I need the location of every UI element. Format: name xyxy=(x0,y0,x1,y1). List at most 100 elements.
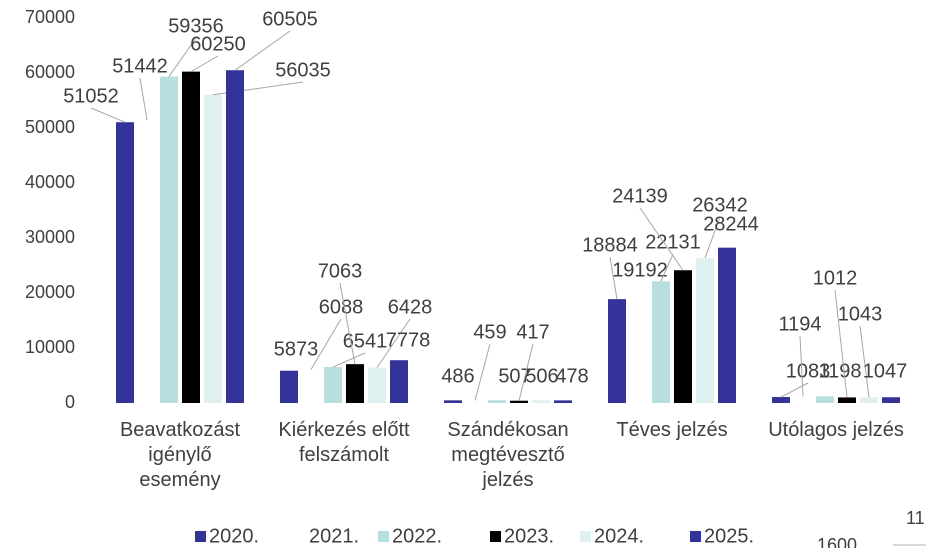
y-tick-label: 40000 xyxy=(25,172,75,192)
leader-line xyxy=(168,37,197,77)
y-tick-label: 0 xyxy=(65,392,75,412)
leader-line xyxy=(834,289,848,398)
y-tick-label: 50000 xyxy=(25,117,75,137)
legend-marker xyxy=(580,531,591,542)
bar xyxy=(182,71,200,403)
legend-label: 2022. xyxy=(392,525,442,547)
leader-line xyxy=(234,30,291,71)
leader-line xyxy=(190,55,219,73)
x-tick-label: Téves jelzés xyxy=(616,419,728,441)
bar xyxy=(554,400,572,403)
legend-marker xyxy=(195,531,206,542)
data-label: 1194 xyxy=(778,313,821,335)
data-label: 22131 xyxy=(645,231,701,253)
bar xyxy=(510,400,528,403)
leader-line xyxy=(780,382,809,398)
bar xyxy=(630,297,648,403)
bar xyxy=(466,400,484,403)
bar xyxy=(532,400,550,403)
data-label: 1043 xyxy=(838,303,883,325)
data-label: 6428 xyxy=(388,296,433,318)
clipped-text: 11 xyxy=(906,508,925,528)
data-label: 486 xyxy=(441,365,474,387)
leader-line xyxy=(859,325,870,398)
data-label: 51442 xyxy=(112,55,168,77)
x-tick-label: Beavatkozást igénylő esemény xyxy=(119,419,241,491)
bar xyxy=(302,369,320,403)
bar xyxy=(226,70,244,403)
legend-label: 2025. xyxy=(704,525,754,547)
leader-line xyxy=(310,318,342,370)
legend-label: 2021. xyxy=(309,525,359,547)
legend-label: 2024. xyxy=(594,525,644,547)
leader-line xyxy=(660,253,674,282)
bar xyxy=(718,247,736,403)
leader-line xyxy=(609,256,618,300)
legend-label: 2020. xyxy=(209,525,259,547)
x-tick-label: Szándékosan megtévesztő jelzés xyxy=(447,419,569,491)
legend-marker xyxy=(690,531,701,542)
bar xyxy=(838,397,856,403)
data-label: 1012 xyxy=(813,267,858,289)
legend-marker xyxy=(295,531,306,542)
data-label: 1198 xyxy=(818,360,861,382)
data-label: 56035 xyxy=(275,59,331,81)
bar xyxy=(794,396,812,403)
y-tick-label: 70000 xyxy=(25,7,75,27)
bar xyxy=(160,76,178,404)
leader-line xyxy=(799,335,804,397)
leader-line xyxy=(376,318,411,368)
bar xyxy=(138,120,156,403)
leader-line xyxy=(518,343,534,401)
legend-marker xyxy=(490,531,501,542)
data-label: 506 xyxy=(525,365,558,387)
bar xyxy=(772,397,790,403)
y-tick-label: 10000 xyxy=(25,337,75,357)
leader-line xyxy=(704,216,721,259)
data-label: 6541 xyxy=(343,330,388,352)
leader-line xyxy=(332,352,366,368)
clipped-text: 1600 xyxy=(817,535,857,548)
data-label: 417 xyxy=(516,321,549,343)
data-label: 59356 xyxy=(168,15,224,37)
data-label: 18884 xyxy=(582,234,638,256)
bar xyxy=(346,364,364,403)
legend-marker xyxy=(378,531,389,542)
bar xyxy=(674,270,692,403)
data-label: 459 xyxy=(473,321,506,343)
bar xyxy=(116,122,134,404)
bar xyxy=(652,281,670,403)
y-tick-label: 30000 xyxy=(25,227,75,247)
data-label: 51052 xyxy=(63,85,119,107)
bar xyxy=(444,400,462,403)
bar xyxy=(204,94,222,404)
bar xyxy=(608,299,626,403)
bar xyxy=(816,396,834,403)
bar xyxy=(280,370,298,403)
bar xyxy=(368,367,386,403)
bar xyxy=(488,400,506,403)
data-label: 60505 xyxy=(262,8,318,30)
x-tick-label: Kiérkezés előtt felszámolt xyxy=(278,419,410,466)
data-label: 5873 xyxy=(274,338,319,360)
x-tick-label: Utólagos jelzés xyxy=(768,419,904,441)
data-label: 7063 xyxy=(318,260,363,282)
y-tick-label: 20000 xyxy=(25,282,75,302)
data-label: 7778 xyxy=(386,329,431,351)
leader-line xyxy=(90,107,126,123)
bar xyxy=(860,397,878,403)
data-label: 1047 xyxy=(863,360,908,382)
bar xyxy=(324,367,342,403)
data-label: 19192 xyxy=(612,259,668,281)
leader-line xyxy=(639,207,684,271)
bar xyxy=(882,397,900,403)
bar xyxy=(696,258,714,403)
bar xyxy=(390,360,408,403)
leader-line xyxy=(339,282,356,365)
data-label: 6088 xyxy=(319,296,364,318)
data-label: 26342 xyxy=(692,194,748,216)
leader-line xyxy=(474,343,491,401)
legend-label: 2023. xyxy=(504,525,554,547)
